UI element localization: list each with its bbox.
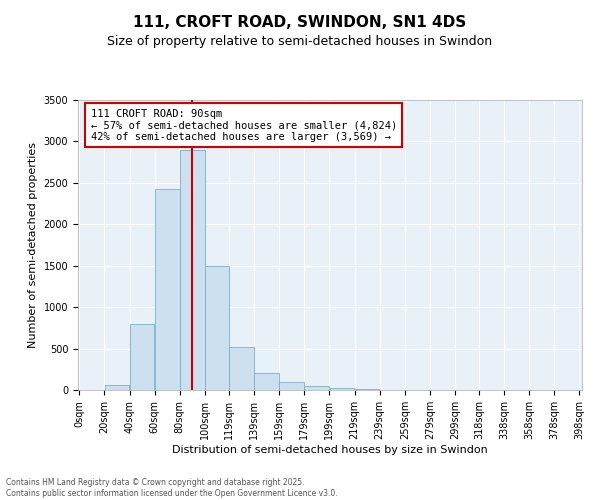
Text: Contains HM Land Registry data © Crown copyright and database right 2025.
Contai: Contains HM Land Registry data © Crown c… [6, 478, 338, 498]
Text: 111, CROFT ROAD, SWINDON, SN1 4DS: 111, CROFT ROAD, SWINDON, SN1 4DS [133, 15, 467, 30]
X-axis label: Distribution of semi-detached houses by size in Swindon: Distribution of semi-detached houses by … [172, 444, 488, 454]
Bar [329, 388, 354, 390]
Text: Size of property relative to semi-detached houses in Swindon: Size of property relative to semi-detach… [107, 35, 493, 48]
Bar [229, 347, 254, 390]
Bar [254, 374, 279, 390]
Bar [355, 389, 379, 390]
Bar [180, 150, 205, 390]
Bar [205, 266, 229, 390]
Bar [104, 385, 129, 390]
Bar [280, 382, 304, 390]
Text: 111 CROFT ROAD: 90sqm
← 57% of semi-detached houses are smaller (4,824)
42% of s: 111 CROFT ROAD: 90sqm ← 57% of semi-deta… [91, 108, 397, 142]
Bar [304, 386, 329, 390]
Bar [130, 324, 154, 390]
Y-axis label: Number of semi-detached properties: Number of semi-detached properties [28, 142, 38, 348]
Bar [155, 190, 179, 390]
